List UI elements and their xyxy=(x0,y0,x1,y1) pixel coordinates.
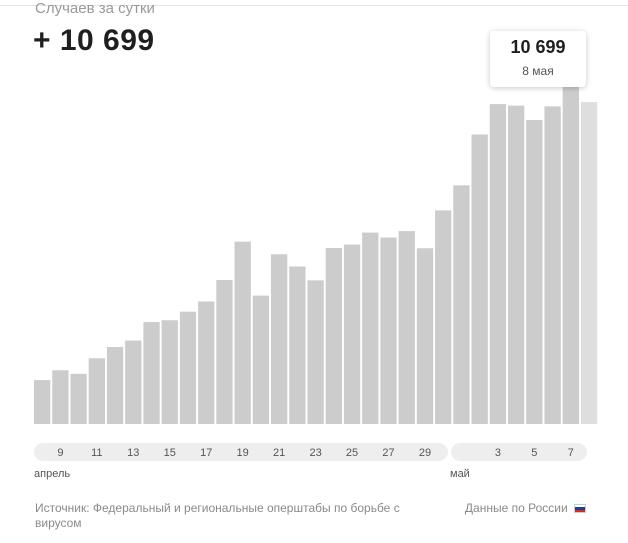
x-tick-label: 5 xyxy=(531,447,537,459)
x-tick-label: 23 xyxy=(309,447,321,459)
bar-12-апр[interactable] xyxy=(106,347,124,424)
bar-1-мая[interactable] xyxy=(453,185,470,424)
x-tick-label: 27 xyxy=(382,447,394,459)
month-label-april: апрель xyxy=(34,468,71,480)
bar-17-апр[interactable] xyxy=(198,301,215,424)
bar-28-апр[interactable] xyxy=(398,231,415,424)
bar-7-мая[interactable] xyxy=(562,86,579,424)
x-tick-label: 15 xyxy=(164,447,176,459)
bar-16-апр[interactable] xyxy=(179,311,197,424)
x-tick-label: 21 xyxy=(273,447,285,459)
bar-11-апр[interactable] xyxy=(88,358,105,424)
bar-8-мая[interactable] xyxy=(580,102,598,424)
bar-19-апр[interactable] xyxy=(234,241,251,424)
bar-9-апр[interactable] xyxy=(52,370,69,424)
axis-band-april xyxy=(34,443,448,461)
bar-3-мая[interactable] xyxy=(489,104,507,424)
x-tick-label: 13 xyxy=(127,447,139,459)
x-tick-label: 17 xyxy=(200,447,212,459)
x-tick-label: 9 xyxy=(57,447,63,459)
bar-2-мая[interactable] xyxy=(471,134,488,424)
x-tick-label: 25 xyxy=(346,447,358,459)
source-note: Источник: Федеральный и региональные опе… xyxy=(35,501,400,530)
bar-18-апр[interactable] xyxy=(216,280,233,424)
x-tick-label: 3 xyxy=(495,447,501,459)
bar-15-апр[interactable] xyxy=(161,320,178,424)
bar-25-апр[interactable] xyxy=(343,244,361,424)
bar-26-апр[interactable] xyxy=(362,232,379,424)
daily-cases-headline: + 10 699 xyxy=(33,24,155,57)
region-label: Данные по России xyxy=(464,501,568,515)
region-link[interactable]: Данные по России xyxy=(465,501,586,515)
russia-flag-icon xyxy=(574,504,586,513)
bar-23-апр[interactable] xyxy=(307,280,324,424)
bar-21-апр[interactable] xyxy=(270,254,288,424)
x-tick-label: 29 xyxy=(419,447,431,459)
tooltip-date: 8 мая xyxy=(522,64,554,78)
x-tick-label: 19 xyxy=(237,447,249,459)
tooltip-value: 10 699 xyxy=(510,37,566,57)
chart-tooltip: 10 699 8 мая xyxy=(490,31,586,87)
bar-4-мая[interactable] xyxy=(507,105,525,424)
chart-subtitle: Случаев за сутки xyxy=(35,0,155,17)
bar-5-мая[interactable] xyxy=(526,120,543,425)
bar-30-апр[interactable] xyxy=(435,210,452,424)
bar-14-апр[interactable] xyxy=(143,322,160,424)
bar-6-мая[interactable] xyxy=(544,106,561,425)
month-label-may: май xyxy=(450,468,470,480)
x-tick-label: 11 xyxy=(91,447,102,459)
bar-8-апр[interactable] xyxy=(34,380,51,424)
daily-cases-bar-chart: 9 11 13 15 17 19 21 23 25 27 29 3 5 7 xyxy=(34,86,598,461)
bar-20-апр[interactable] xyxy=(252,295,270,424)
bar-13-апр[interactable] xyxy=(125,340,142,424)
bar-29-апр[interactable] xyxy=(416,248,434,424)
top-divider xyxy=(0,5,628,6)
axis-band-may xyxy=(451,443,587,461)
bar-10-апр[interactable] xyxy=(70,373,87,424)
x-tick-label: 7 xyxy=(568,447,574,459)
bar-24-апр[interactable] xyxy=(325,248,342,424)
bar-27-апр[interactable] xyxy=(380,237,397,424)
bar-22-апр[interactable] xyxy=(289,266,306,424)
